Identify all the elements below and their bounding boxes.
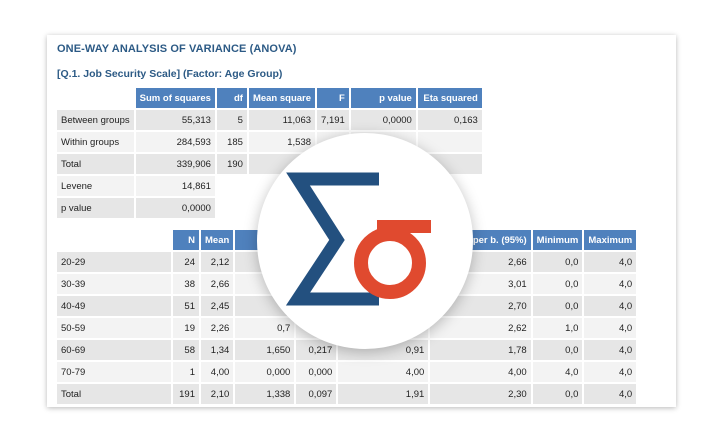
descriptives-cell: 0,0 — [532, 340, 583, 360]
descriptives-row-label: 60-69 — [57, 340, 171, 360]
capital-sigma-icon — [285, 172, 379, 306]
descriptives-cell: 2,62 — [430, 318, 531, 338]
anova-header-3: Mean square — [248, 88, 316, 108]
descriptives-cell: 1,650 — [235, 340, 295, 360]
descriptives-cell: 4,0 — [532, 362, 583, 382]
anova-cell: 284,593 — [135, 132, 215, 152]
anova-cell: 11,063 — [248, 110, 316, 130]
descriptives-cell: 4,00 — [338, 362, 429, 382]
descriptives-cell: 4,0 — [584, 362, 637, 382]
anova-cell: 7,191 — [317, 110, 349, 130]
anova-cell: 14,861 — [135, 176, 215, 196]
descriptives-cell: 4,00 — [430, 362, 531, 382]
anova-header-4: F — [317, 88, 349, 108]
descriptives-cell: 1,34 — [201, 340, 234, 360]
descriptives-cell: 2,12 — [201, 252, 234, 272]
descriptives-cell: 51 — [173, 296, 199, 316]
descriptives-cell: 2,10 — [201, 384, 234, 404]
anova-cell: 5 — [216, 110, 247, 130]
descriptives-row: Total 191 2,10 1,338 0,097 1,91 2,30 0,0 4,0 — [57, 384, 637, 404]
anova-row: Within groups 284,593 185 1,538 — [57, 132, 482, 152]
descriptives-cell: 1,0 — [532, 318, 583, 338]
anova-cell — [417, 132, 482, 152]
descriptives-row: 70-79 1 4,00 0,000 0,000 4,00 4,00 4,0 4,0 — [57, 362, 637, 382]
descriptives-cell: 38 — [173, 274, 199, 294]
descriptives-header-2: Mean — [201, 230, 234, 250]
descriptives-cell: 4,0 — [584, 318, 637, 338]
descriptives-cell: 4,0 — [584, 274, 637, 294]
descriptives-cell: 4,0 — [584, 384, 637, 404]
descriptives-cell: 0,7 — [235, 318, 295, 338]
descriptives-cell: 2,26 — [201, 318, 234, 338]
anova-cell — [217, 176, 247, 196]
descriptives-row-label: 40-49 — [57, 296, 171, 316]
anova-header-0 — [57, 88, 134, 108]
report-title: ONE-WAY ANALYSIS OF VARIANCE (ANOVA) — [57, 43, 297, 55]
anova-cell: 190 — [216, 154, 247, 174]
anova-cell: 0,0000 — [135, 198, 215, 218]
anova-header-2: df — [216, 88, 247, 108]
anova-cell: 0,163 — [417, 110, 482, 130]
descriptives-cell: 4,00 — [201, 362, 234, 382]
anova-cell: 185 — [216, 132, 247, 152]
small-sigma-bar — [377, 220, 431, 233]
descriptives-cell: 0,000 — [235, 362, 295, 382]
anova-cell: 1,538 — [248, 132, 316, 152]
descriptives-cell: 0,000 — [296, 362, 337, 382]
descriptives-cell: 0,0 — [532, 252, 583, 272]
descriptives-row-label: 30-39 — [57, 274, 171, 294]
descriptives-cell: 4,0 — [584, 296, 637, 316]
descriptives-header-7: Minimum — [532, 230, 583, 250]
descriptives-cell: 4,0 — [584, 252, 637, 272]
descriptives-cell: 1,78 — [430, 340, 531, 360]
anova-cell: 339,906 — [135, 154, 215, 174]
descriptives-cell: 2,66 — [201, 274, 234, 294]
descriptives-cell: 2,45 — [201, 296, 234, 316]
descriptives-header-0 — [57, 230, 171, 250]
descriptives-cell: 0,0 — [532, 274, 583, 294]
small-sigma-icon — [354, 227, 426, 299]
anova-row: p value 0,0000 — [57, 198, 482, 218]
descriptives-cell: 4,0 — [584, 340, 637, 360]
descriptives-cell: 1 — [173, 362, 199, 382]
anova-row-label: Within groups — [57, 132, 134, 152]
descriptives-row-label: 70-79 — [57, 362, 171, 382]
descriptives-cell: 0,097 — [296, 384, 337, 404]
anova-row-label: Levene — [57, 176, 134, 196]
descriptives-row-label: Total — [57, 384, 171, 404]
descriptives-cell: 58 — [173, 340, 199, 360]
descriptives-cell: 24 — [173, 252, 199, 272]
anova-header-5: p value — [350, 88, 416, 108]
descriptives-cell: 19 — [173, 318, 199, 338]
descriptives-cell: 0,0 — [532, 384, 583, 404]
descriptives-cell: 191 — [173, 384, 199, 404]
descriptives-cell: 0,217 — [296, 340, 337, 360]
anova-cell: 55,313 — [135, 110, 215, 130]
anova-cell: 0,0000 — [350, 110, 416, 130]
anova-row-label: Total — [57, 154, 134, 174]
descriptives-row-label: 20-29 — [57, 252, 171, 272]
descriptives-header-1: N — [173, 230, 199, 250]
descriptives-cell: 2,30 — [430, 384, 531, 404]
anova-header-6: Eta squared — [417, 88, 482, 108]
anova-row-label: Between groups — [57, 110, 134, 130]
descriptives-row-label: 50-59 — [57, 318, 171, 338]
descriptives-cell: 1,338 — [235, 384, 295, 404]
descriptives-cell: 2,70 — [430, 296, 531, 316]
sigma-logo — [257, 133, 473, 349]
anova-row-label: p value — [57, 198, 134, 218]
descriptives-cell: 1,91 — [338, 384, 429, 404]
anova-row: Between groups 55,313 5 11,063 7,191 0,0000 0,… — [57, 110, 482, 130]
anova-cell — [217, 198, 247, 218]
descriptives-header-8: Maximum — [584, 230, 637, 250]
descriptives-cell: 0,0 — [532, 296, 583, 316]
anova-header-1: Sum of squares — [135, 88, 215, 108]
report-subtitle: [Q.1. Job Security Scale] (Factor: Age G… — [57, 68, 283, 80]
anova-row: Levene 14,861 — [57, 176, 482, 196]
